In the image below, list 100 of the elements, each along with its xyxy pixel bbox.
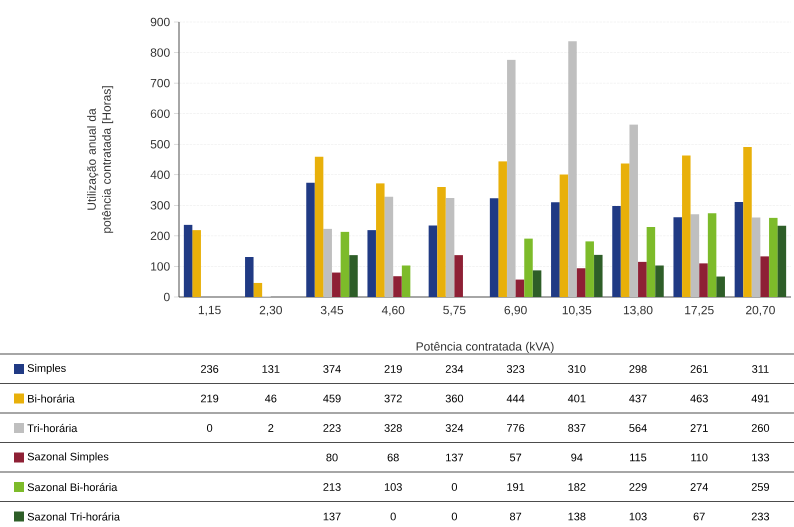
y-tick-label: 600: [150, 109, 170, 118]
x-tick-label: 17,25: [685, 306, 714, 316]
bar: [690, 214, 700, 297]
data-label: 131: [262, 365, 280, 373]
data-label: 298: [629, 365, 647, 373]
data-label: 229: [629, 483, 647, 491]
data-label: 491: [752, 394, 770, 402]
bar: [612, 206, 621, 297]
data-label: 103: [630, 512, 647, 520]
y-tick-label: 200: [150, 232, 170, 240]
bar: [254, 282, 262, 297]
legend-label: Sazonal Tri-horária: [28, 512, 120, 521]
data-label: 0: [206, 424, 212, 432]
y-tick-label: 900: [150, 18, 170, 26]
x-tick-label: 1,15: [198, 306, 221, 316]
data-label: 68: [388, 454, 399, 462]
data-label: 236: [201, 365, 218, 373]
bar: [349, 255, 358, 297]
bar: [384, 196, 394, 297]
data-label: 234: [446, 365, 464, 373]
data-label: 271: [690, 424, 708, 432]
y-tick-label: 100: [151, 262, 170, 271]
bar: [585, 241, 594, 297]
bar: [524, 238, 533, 297]
data-label: 57: [510, 454, 522, 462]
data-label: 776: [507, 424, 524, 432]
bar: [620, 163, 630, 297]
bar: [682, 156, 691, 297]
bar: [708, 213, 716, 297]
data-label: 437: [629, 394, 647, 402]
bar: [752, 218, 760, 297]
bar: [367, 230, 376, 297]
data-label: 94: [571, 454, 583, 462]
data-label: 219: [384, 365, 402, 373]
data-label: 137: [446, 454, 463, 462]
bar: [576, 268, 586, 297]
bar: [192, 230, 201, 297]
data-label: 80: [326, 454, 338, 462]
x-tick-label: 20,70: [746, 306, 775, 316]
bar: [184, 224, 192, 297]
y-tick-label: 800: [150, 48, 170, 57]
data-label: 138: [568, 512, 586, 520]
x-tick-label: 13,80: [624, 306, 652, 316]
data-label: 401: [568, 394, 586, 402]
bar: [769, 218, 778, 297]
legend-label: Sazonal Bi-horária: [28, 482, 118, 492]
bar: [507, 60, 516, 297]
y-tick-label: 300: [150, 201, 170, 210]
data-label: 46: [264, 394, 276, 402]
data-label: 0: [452, 512, 458, 520]
x-tick-label: 2,30: [260, 306, 282, 316]
bar: [699, 263, 708, 297]
bar: [454, 255, 463, 297]
data-label: 463: [690, 394, 708, 402]
bar: [551, 202, 560, 297]
y-tick-label: 700: [150, 78, 170, 88]
y-tick-label: 400: [150, 170, 170, 180]
bar: [402, 266, 410, 297]
x-tick-label: 5,75: [443, 306, 466, 316]
bar: [778, 226, 786, 297]
bar: [629, 124, 638, 297]
data-label: 274: [690, 483, 708, 491]
bar: [516, 280, 524, 297]
bar: [428, 226, 438, 297]
data-label: 110: [691, 454, 708, 462]
data-label: 182: [568, 483, 586, 491]
y-axis-title: Utilização anual da potência contratada [Horas]: [87, 86, 114, 233]
data-label: 87: [510, 512, 522, 520]
data-label: 564: [629, 424, 647, 432]
data-label: 0: [390, 512, 396, 520]
data-label: 67: [694, 512, 705, 520]
data-label: 444: [506, 394, 524, 402]
x-tick-label: 6,90: [504, 306, 527, 316]
bar: [332, 272, 341, 297]
data-label: 0: [452, 483, 458, 491]
bar: [393, 276, 402, 297]
bar: [646, 227, 656, 297]
x-tick-label: 3,45: [320, 306, 344, 316]
bar: [568, 41, 577, 297]
data-label: 213: [323, 483, 341, 491]
bar: [376, 183, 385, 297]
data-label: 311: [752, 365, 769, 373]
data-label: 103: [384, 483, 402, 491]
data-label: 837: [568, 424, 586, 432]
bar: [437, 187, 446, 297]
data-label: 233: [752, 512, 770, 520]
bar: [323, 228, 332, 297]
bar: [498, 161, 507, 297]
bar: [532, 270, 542, 297]
x-tick-label: 4,60: [382, 306, 404, 316]
data-label: 360: [446, 394, 464, 402]
data-label: 324: [446, 424, 464, 432]
data-label: 310: [568, 365, 586, 373]
x-tick-label: 10,35: [562, 306, 592, 316]
bar: [490, 198, 498, 297]
bar: [245, 256, 254, 297]
bar: [655, 266, 664, 297]
legend-label: Bi-horária: [28, 394, 75, 403]
bar: [743, 146, 752, 297]
data-label: 259: [752, 483, 770, 491]
